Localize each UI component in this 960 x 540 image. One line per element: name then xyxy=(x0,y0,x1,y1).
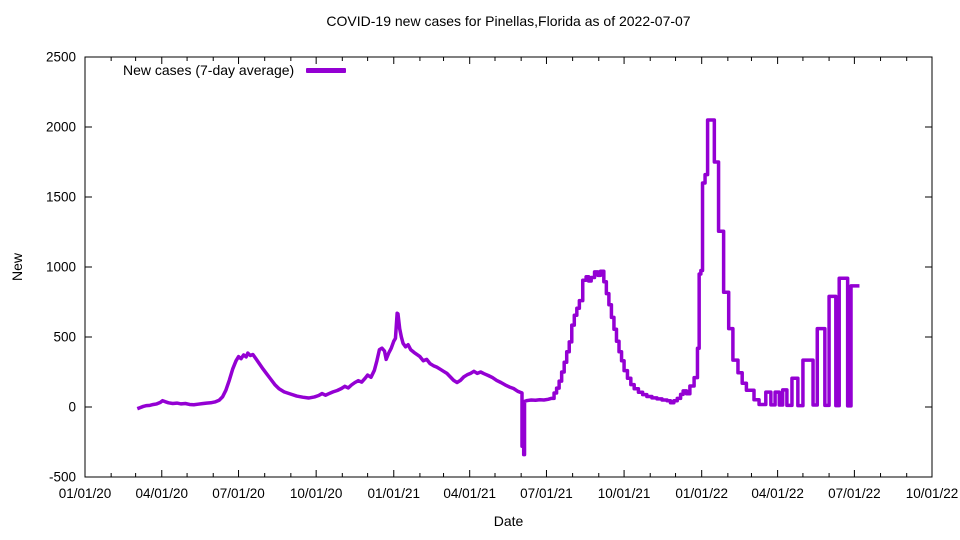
y-tick-label: -500 xyxy=(49,470,76,485)
x-axis-label: Date xyxy=(493,513,524,529)
plot-border xyxy=(84,56,933,478)
y-tick-label: 2500 xyxy=(46,50,76,65)
x-tick-label: 07/01/22 xyxy=(828,486,881,501)
legend: New cases (7-day average) xyxy=(123,62,347,78)
x-tick-label: 10/01/22 xyxy=(906,486,959,501)
legend-line-sample xyxy=(306,67,347,73)
x-tick-label: 04/01/22 xyxy=(751,486,804,501)
x-tick-label: 07/01/21 xyxy=(520,486,573,501)
x-tick-label: 07/01/20 xyxy=(212,486,265,501)
y-tick-label: 0 xyxy=(68,400,76,415)
x-tick-label: 10/01/21 xyxy=(598,486,651,501)
y-axis-label: New xyxy=(9,252,25,282)
chart-title: COVID-19 new cases for Pinellas,Florida … xyxy=(326,13,691,29)
x-tick-label: 04/01/20 xyxy=(135,486,188,501)
x-tick-label: 04/01/21 xyxy=(443,486,496,501)
y-tick-label: 500 xyxy=(53,330,76,345)
x-tick-label: 01/01/20 xyxy=(59,486,112,501)
y-tick-label: 2000 xyxy=(46,120,76,135)
legend-label: New cases (7-day average) xyxy=(123,62,295,78)
y-tick-label: 1500 xyxy=(46,190,76,205)
x-tick-label: 01/01/22 xyxy=(675,486,728,501)
series-line-new-cases xyxy=(136,118,860,457)
x-tick-label: 10/01/20 xyxy=(290,486,343,501)
x-tick-label: 01/01/21 xyxy=(367,486,420,501)
y-tick-label: 1000 xyxy=(46,260,76,275)
